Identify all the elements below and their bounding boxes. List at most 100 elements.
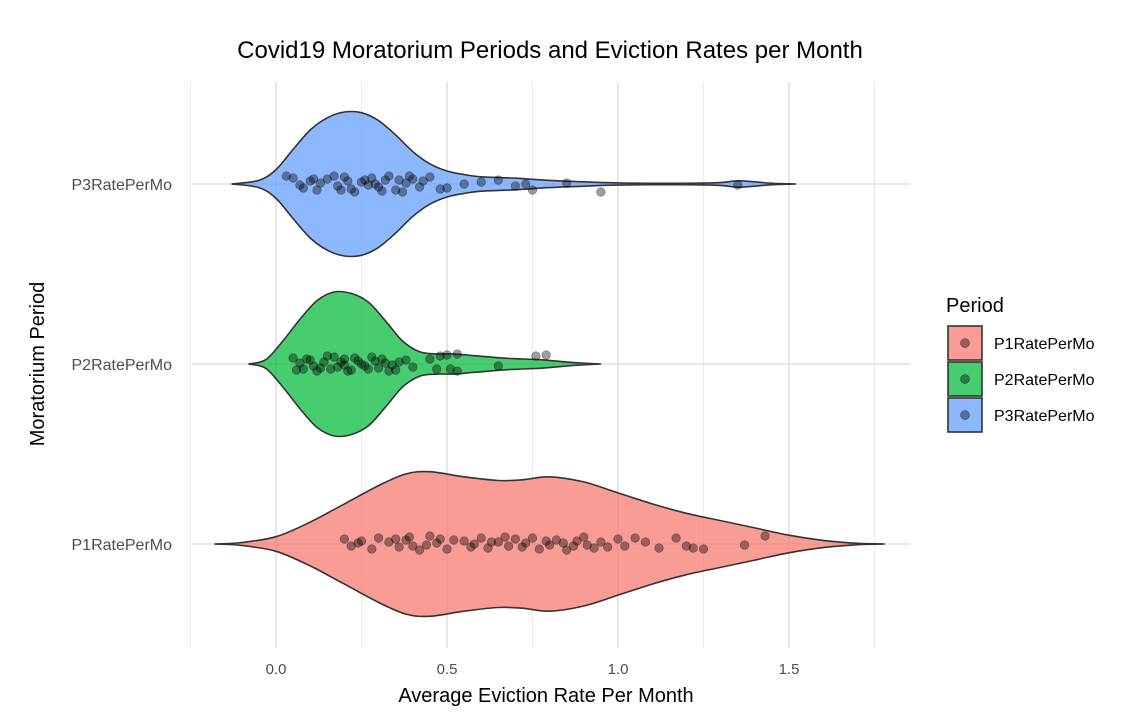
data-point	[596, 187, 606, 197]
data-point	[541, 536, 551, 546]
data-point	[442, 183, 452, 193]
data-point	[309, 174, 319, 184]
data-point	[356, 536, 367, 546]
data-point	[500, 532, 510, 542]
data-point	[333, 362, 343, 372]
data-point	[401, 355, 411, 365]
violin-P1RatePerMo	[214, 470, 885, 618]
data-point	[315, 363, 326, 373]
data-point	[377, 354, 387, 364]
data-point	[384, 537, 394, 547]
data-point	[613, 534, 623, 544]
data-point	[572, 536, 582, 546]
data-point	[415, 182, 425, 192]
data-point	[397, 187, 408, 197]
y-axis-title: Moratorium Period	[27, 282, 49, 447]
data-point	[367, 352, 377, 362]
data-point	[544, 540, 555, 550]
data-point	[309, 361, 319, 371]
data-point	[367, 544, 377, 554]
data-point	[562, 178, 572, 188]
data-point	[353, 356, 363, 366]
data-point	[469, 539, 480, 549]
y-tick-label: P2RatePerMo	[72, 357, 173, 374]
data-point	[360, 175, 370, 185]
legend-swatch	[947, 325, 983, 361]
data-point	[315, 178, 326, 188]
data-point	[394, 175, 404, 185]
data-point	[466, 542, 476, 552]
data-point	[319, 357, 329, 367]
data-point	[510, 534, 521, 544]
data-point	[459, 536, 469, 546]
x-tick-label: 1.5	[779, 661, 800, 678]
data-point	[562, 545, 572, 555]
data-point	[295, 358, 305, 368]
data-point	[630, 533, 640, 543]
data-point	[486, 537, 497, 547]
data-point	[384, 171, 394, 181]
data-point	[418, 176, 428, 186]
data-point	[671, 533, 681, 543]
data-point	[367, 173, 377, 183]
data-point	[620, 541, 630, 551]
violins	[214, 110, 885, 618]
data-point	[374, 182, 384, 192]
data-point	[531, 351, 541, 361]
data-point	[582, 540, 592, 550]
data-point	[688, 543, 698, 553]
data-point	[493, 537, 503, 547]
data-point	[370, 356, 380, 366]
data-point	[329, 171, 339, 181]
data-point	[363, 180, 373, 190]
data-point	[527, 185, 538, 195]
data-point	[760, 531, 770, 541]
data-point	[333, 181, 343, 191]
data-point	[541, 350, 551, 360]
data-point	[733, 180, 743, 190]
legend-swatch	[947, 361, 983, 397]
data-point	[517, 542, 527, 552]
violin-P3RatePerMo	[231, 110, 796, 258]
data-point	[312, 185, 322, 195]
legend-point	[960, 410, 970, 420]
data-point	[336, 357, 346, 367]
data-point	[394, 357, 404, 367]
data-point	[534, 544, 544, 554]
data-point	[360, 361, 370, 371]
data-point	[391, 534, 401, 544]
data-point	[329, 352, 339, 362]
data-point	[374, 533, 384, 543]
data-point	[435, 351, 445, 361]
legend-label: P3RatePerMo	[994, 408, 1095, 425]
data-point	[391, 185, 401, 195]
legend: Period P1RatePerMo P2RatePerMo P3RatePerMo	[946, 295, 1095, 433]
data-point	[459, 179, 469, 189]
data-point	[681, 541, 692, 551]
y-tick-label: P1RatePerMo	[72, 537, 173, 554]
data-point	[435, 184, 445, 194]
data-point	[356, 359, 367, 369]
data-point	[380, 175, 391, 185]
data-point	[305, 176, 315, 186]
data-point	[384, 366, 394, 376]
data-point	[452, 366, 462, 376]
data-point	[346, 365, 356, 375]
data-point	[442, 544, 452, 554]
data-point	[445, 364, 456, 374]
jitter-points	[281, 171, 770, 555]
y-tick-label: P3RatePerMo	[72, 177, 173, 194]
data-point	[558, 538, 568, 548]
data-point	[394, 542, 404, 552]
data-point	[343, 366, 353, 376]
data-point	[288, 353, 298, 363]
data-point	[425, 354, 435, 364]
data-point	[521, 538, 531, 548]
data-point	[698, 544, 709, 554]
data-point	[302, 354, 312, 364]
data-point	[640, 537, 651, 547]
data-point	[404, 532, 415, 542]
violin-P2RatePerMo	[248, 290, 601, 438]
data-point	[339, 172, 350, 182]
